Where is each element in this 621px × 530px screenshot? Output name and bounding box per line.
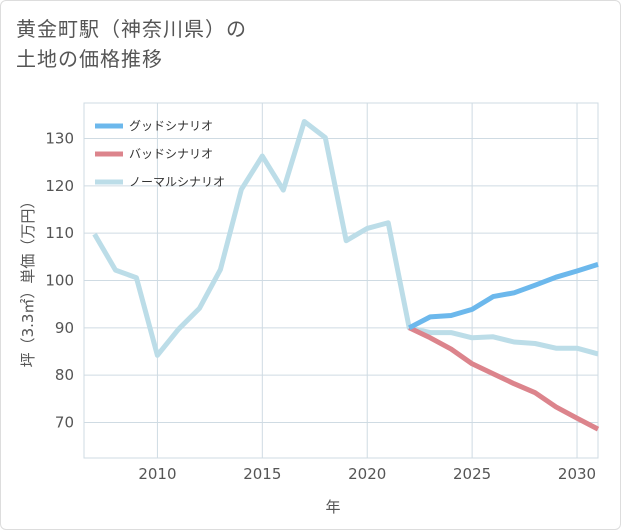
y-axis-title: 坪（3.3㎡）単価（万円） <box>19 194 37 368</box>
x-tick-label: 2020 <box>348 465 386 483</box>
y-tick-label: 120 <box>45 177 74 195</box>
y-tick-label: 110 <box>45 224 74 242</box>
series-line-1 <box>408 262 599 331</box>
chart-title-line-1: 黄金町駅（神奈川県）の <box>16 17 247 41</box>
legend-label-2: バッドシナリオ <box>129 147 213 161</box>
x-axis-title: 年 <box>325 498 340 516</box>
series-line-2 <box>408 325 600 432</box>
series-line-3 <box>92 119 599 358</box>
x-tick-label: 2015 <box>243 465 281 483</box>
y-tick-label: 90 <box>55 319 74 337</box>
chart-title: 黄金町駅（神奈川県）の 土地の価格推移 <box>16 14 436 74</box>
x-tick-label: 2010 <box>138 465 176 483</box>
y-tick-label: 70 <box>55 414 74 432</box>
y-tick-label: 130 <box>45 130 74 148</box>
legend-label-3: ノーマルシナリオ <box>129 175 225 189</box>
axes: 70 80 90 100 110 120 130 2010 2015 2020 2025 2030 年 坪… <box>19 130 596 517</box>
y-tick-label: 80 <box>55 366 74 384</box>
grid <box>83 102 599 459</box>
x-tick-label: 2030 <box>558 465 596 483</box>
y-tick-label: 100 <box>45 272 74 290</box>
legend-label-1: グッドシナリオ <box>129 119 213 133</box>
series <box>92 119 600 432</box>
chart-title-line-2: 土地の価格推移 <box>16 47 163 71</box>
x-tick-label: 2025 <box>453 465 491 483</box>
